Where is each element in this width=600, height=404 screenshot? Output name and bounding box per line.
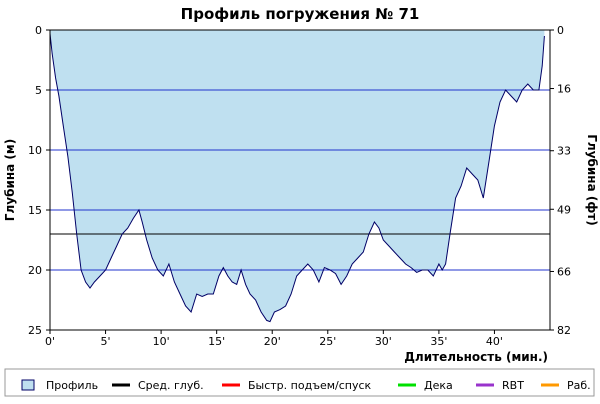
- legend-label: Дека: [424, 379, 453, 392]
- y-right-tick-label: 33: [557, 145, 571, 158]
- x-tick-label: 25': [319, 335, 336, 348]
- x-axis-title: Длительность (мин.): [404, 350, 548, 364]
- legend-box: [4, 368, 595, 397]
- legend-label: Сред. глуб.: [138, 379, 204, 392]
- x-tick-label: 0': [45, 335, 55, 348]
- y-left-tick-label: 25: [28, 324, 42, 337]
- profile-area: [50, 30, 545, 322]
- x-tick-label: 35': [430, 335, 447, 348]
- legend: Профиль Сред. глуб. Быстр. подъем/спуск Дек…: [21, 379, 591, 392]
- y-axis-right-title: Глубина (фт): [585, 134, 599, 225]
- x-tick-label: 15': [208, 335, 225, 348]
- y-right-tick-label: 0: [557, 24, 564, 37]
- legend-label: Раб.: [567, 379, 591, 392]
- y-right-tick-label: 49: [557, 203, 571, 216]
- x-tick-label: 30': [375, 335, 392, 348]
- legend-swatch: [21, 379, 35, 391]
- x-axis-ticks: 0' 5' 10' 15' 20' 25' 30' 35' 40': [45, 330, 503, 348]
- profile-line: [49, 33, 545, 323]
- y-left-tick-label: 10: [28, 144, 42, 157]
- plot-frame: [49, 29, 551, 331]
- y-right-tick-label: 66: [557, 265, 571, 278]
- y-left-tick-label: 20: [28, 264, 42, 277]
- legend-label: RBT: [502, 379, 524, 392]
- x-tick-label: 20': [264, 335, 281, 348]
- y-axis-left-ticks: 0 5 10 15 20 25: [28, 24, 50, 337]
- y-left-tick-label: 0: [35, 24, 42, 37]
- y-axis-right-ticks: 0 16 33 49 66 82: [550, 24, 571, 337]
- x-tick-label: 40': [486, 335, 503, 348]
- y-axis-left-title: Глубина (м): [3, 139, 17, 221]
- y-left-tick-label: 15: [28, 204, 42, 217]
- y-left-tick-label: 5: [35, 84, 42, 97]
- chart-title: Профиль погружения № 71: [181, 5, 420, 23]
- plot-area: [49, 29, 551, 331]
- gridlines: [50, 89, 550, 271]
- x-tick-label: 10': [153, 335, 170, 348]
- legend-label: Быстр. подъем/спуск: [248, 379, 372, 392]
- y-right-tick-label: 82: [557, 324, 571, 337]
- y-right-tick-label: 16: [557, 83, 571, 96]
- x-tick-label: 5': [101, 335, 111, 348]
- legend-label: Профиль: [46, 379, 98, 392]
